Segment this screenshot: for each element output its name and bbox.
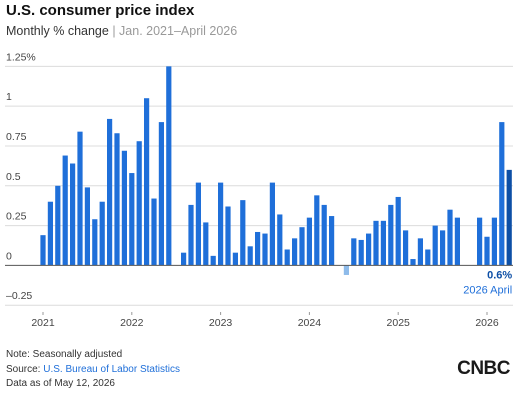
bar [232,252,238,266]
bar [136,141,142,266]
bar [255,231,261,266]
bar [70,163,76,266]
bar [440,230,446,266]
plot-area: –0.25 0 0.25 0.5 0.75 1 1.25% 2021 2022 2023 2024 2… [5,51,513,329]
bar [491,217,497,266]
y-tick-label: 0.75 [6,131,27,143]
bar [151,198,157,266]
y-tick-label: 1.25% [6,51,36,63]
bar [247,246,253,266]
bar [506,169,512,266]
bar [454,217,460,266]
bar [499,122,505,266]
bar [203,222,209,266]
bar [181,252,187,266]
bar [284,249,290,266]
bar [99,201,105,266]
data-date: Data as of May 12, 2026 [6,378,115,389]
source: Source: U.S. Bureau of Labor Statistics [6,364,180,375]
bar [188,204,194,266]
bar [144,98,150,266]
bar [269,182,275,266]
bar [306,217,312,266]
bar [225,206,231,266]
bar [121,150,127,266]
bar [158,122,164,266]
x-tick-label: 2023 [209,317,233,329]
bar [314,195,320,266]
bar [321,204,327,266]
bar [47,201,53,266]
bar [55,185,61,266]
chart-title: U.S. consumer price index [6,2,195,19]
bar [166,66,172,266]
bar [114,133,120,266]
bar [388,204,394,266]
bar [477,217,483,266]
bar [417,238,423,266]
y-tick-label: 0 [6,250,12,262]
subtitle-range: | Jan. 2021–April 2026 [112,24,237,38]
source-prefix: Source: [6,364,40,375]
bar [40,235,46,266]
bar [395,196,401,266]
bar [366,233,372,266]
source-link[interactable]: U.S. Bureau of Labor Statistics [43,364,180,375]
y-tick-label: 0.5 [6,171,21,183]
subtitle: Monthly % change | Jan. 2021–April 2026 [6,24,237,38]
bar [218,182,224,266]
bar [84,187,90,266]
logo: CNBC [457,358,511,379]
bar [447,209,453,266]
bar [425,249,431,266]
bar [373,220,379,266]
highlight-label: 0.6% [487,269,512,281]
bar [77,131,83,266]
bar [195,182,201,266]
bar [92,219,98,266]
bar [432,225,438,266]
bar [403,230,409,266]
bar [240,200,246,266]
x-tick-label: 2021 [31,317,55,329]
bar [210,255,216,266]
bar [277,214,283,266]
bar [329,216,335,266]
bar [62,155,68,266]
highlight-date: 2026 April [463,284,512,296]
bar [292,238,298,266]
x-tick-label: 2026 [475,317,499,329]
y-tick-label: 1 [6,91,12,103]
bar [380,220,386,266]
y-tick-label: –0.25 [6,290,32,302]
bar [351,238,357,266]
bar [129,173,135,266]
x-tick-label: 2024 [298,317,322,329]
bar [484,236,490,266]
x-tick-label: 2022 [120,317,144,329]
bar [262,233,268,266]
bar [107,118,113,266]
x-tick-label: 2025 [387,317,411,329]
note: Note: Seasonally adjusted [6,349,122,360]
bar [299,227,305,266]
bar [358,239,364,266]
subtitle-main: Monthly % change [6,24,109,38]
bar [343,265,349,275]
y-tick-label: 0.25 [6,211,27,223]
bar [410,259,416,266]
